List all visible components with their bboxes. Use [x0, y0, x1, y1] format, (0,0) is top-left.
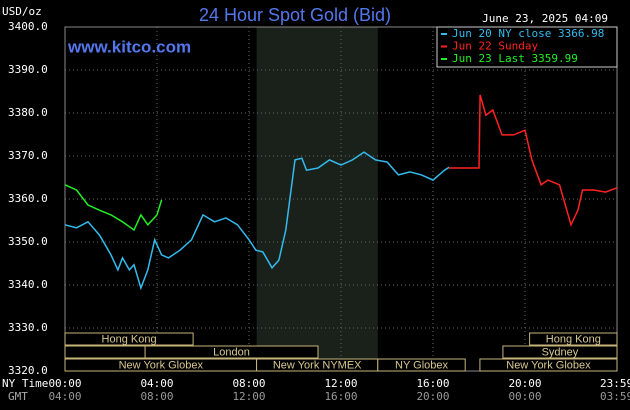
x2-tick-label: 03:59 [600, 390, 630, 403]
x2-tick-label: 08:00 [140, 390, 173, 403]
chart-title: 24 Hour Spot Gold (Bid) [199, 5, 391, 25]
x2-tick-label: 20:00 [416, 390, 449, 403]
price-line [64, 184, 163, 232]
x-tick-label: 20:00 [508, 377, 541, 390]
price-line [449, 94, 618, 227]
session-label: London [213, 346, 250, 358]
session-box [479, 358, 618, 372]
session-label: New York Globex [119, 359, 204, 371]
y-tick-label: 3360.0 [8, 192, 48, 205]
x2-axis-label: GMT [8, 390, 28, 403]
session-box [64, 345, 146, 359]
y-tick-label: 3390.0 [8, 63, 48, 76]
y-tick-label: 3370.0 [8, 149, 48, 162]
y-tick-label: 3320.0 [8, 364, 48, 377]
y-tick-label: 3350.0 [8, 235, 48, 248]
x-tick-label: 12:00 [324, 377, 357, 390]
x2-tick-label: 04:00 [48, 390, 81, 403]
x-tick-label: 00:00 [48, 377, 81, 390]
session-box [529, 332, 618, 346]
x2-tick-label: 00:00 [508, 390, 541, 403]
session-label: Sydney [542, 346, 579, 358]
y-tick-label: 3330.0 [8, 321, 48, 334]
timestamp: June 23, 2025 04:09 [482, 12, 608, 25]
x2-tick-label: 12:00 [232, 390, 265, 403]
legend-label: Jun 22 Sunday [452, 40, 538, 53]
session-box [64, 332, 194, 346]
site-label: www.kitco.com [67, 37, 191, 56]
legend-box [436, 26, 618, 68]
session-box [377, 358, 466, 372]
session-label: Hong Kong [102, 333, 157, 345]
x-tick-label: 04:00 [140, 377, 173, 390]
legend-label: Jun 23 Last 3359.99 [452, 52, 578, 65]
y-tick-label: 3340.0 [8, 278, 48, 291]
price-line [64, 151, 450, 291]
y-tick-label: 3380.0 [8, 106, 48, 119]
session-label: NY Globex [395, 359, 448, 371]
session-label: Hong Kong [546, 333, 601, 345]
x-tick-label: 16:00 [416, 377, 449, 390]
x-axis-label: NY Time [2, 377, 48, 390]
session-box [502, 345, 618, 359]
y-tick-label: 3400.0 [8, 20, 48, 33]
x2-tick-label: 16:00 [324, 390, 357, 403]
session-label: New York Globex [506, 359, 591, 371]
legend-label: Jun 20 NY close 3366.98 [452, 27, 604, 40]
x-tick-label: 23:59 [600, 377, 630, 390]
y-axis-label: USD/oz [2, 5, 42, 18]
x-tick-label: 08:00 [232, 377, 265, 390]
session-label: New York NYMEX [273, 359, 362, 371]
